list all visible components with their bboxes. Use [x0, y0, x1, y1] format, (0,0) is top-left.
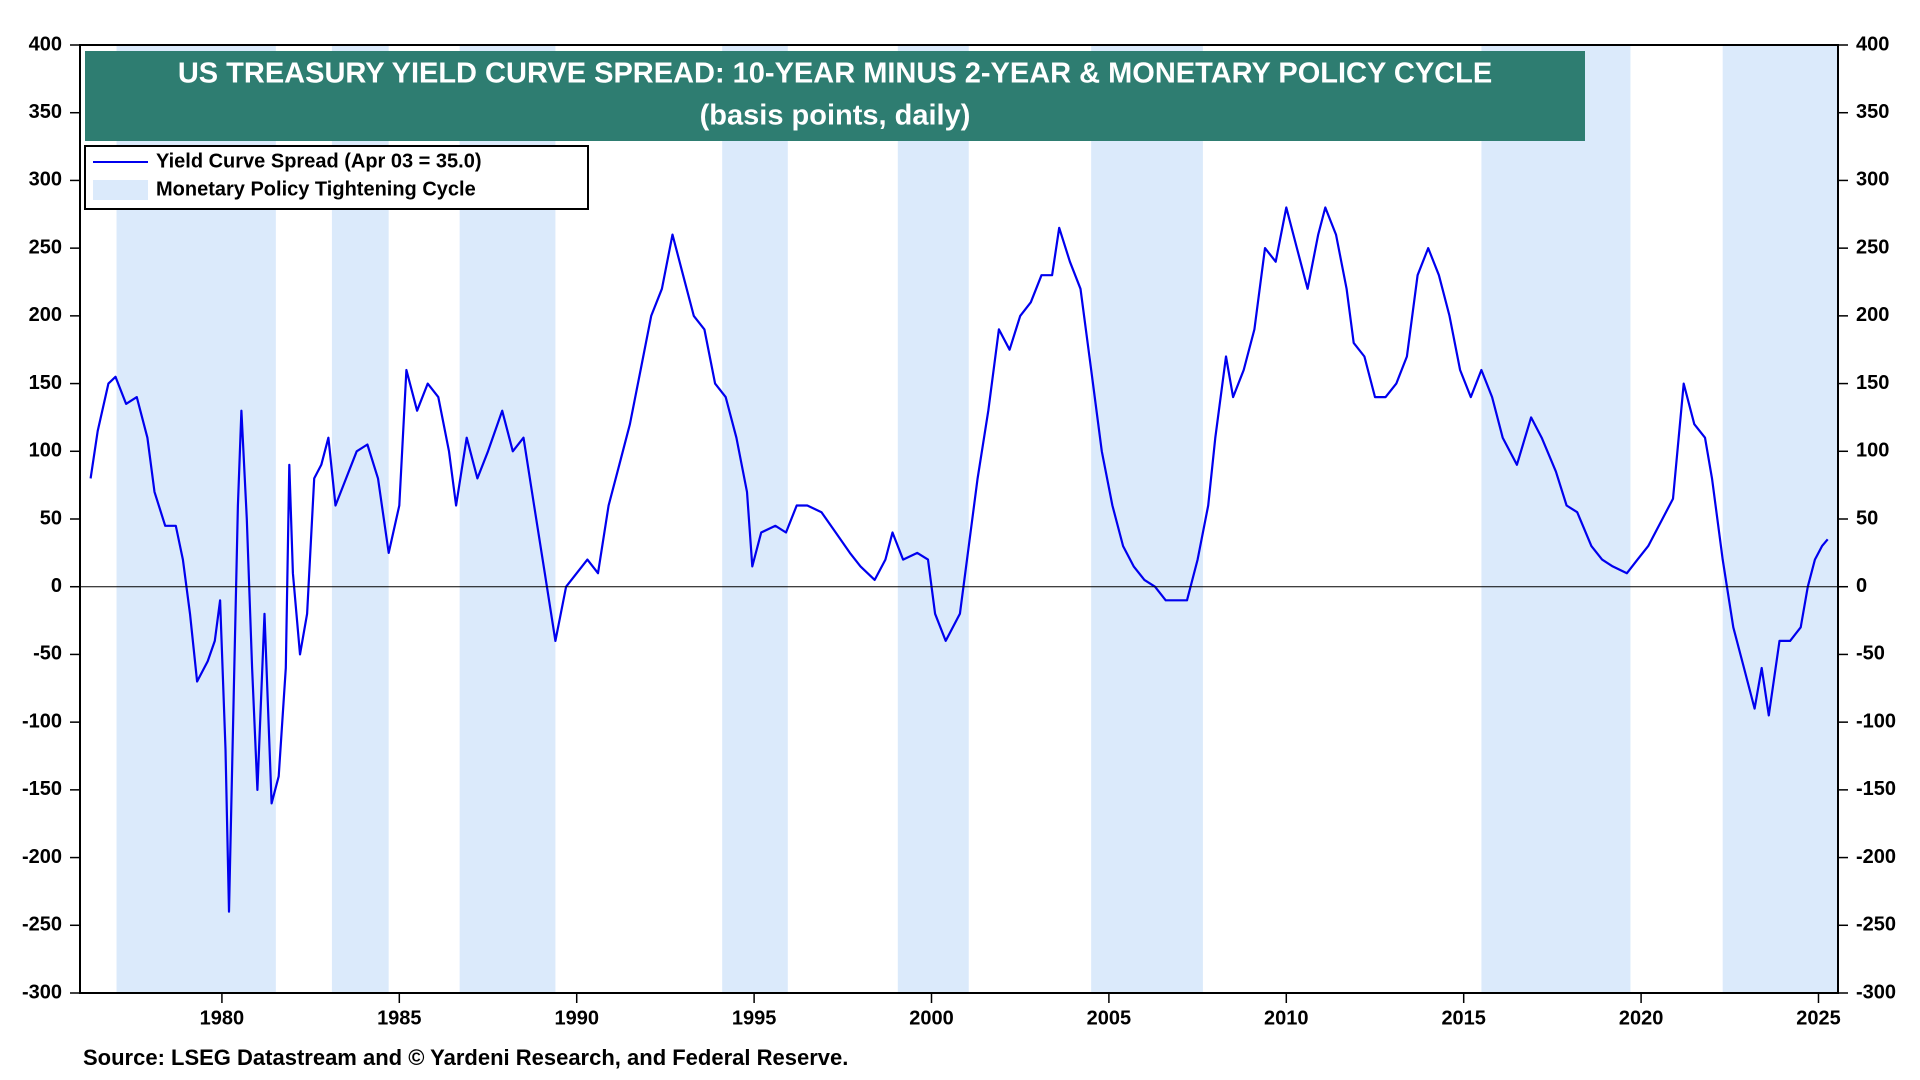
y2-tick-label: 250 — [1856, 236, 1889, 258]
y2-tick-label: -200 — [1856, 846, 1896, 868]
y2-tick-label: 300 — [1856, 169, 1889, 191]
y2-tick-label: -300 — [1856, 981, 1896, 1003]
chart-subtitle: (basis points, daily) — [700, 100, 971, 132]
x-tick-label: 2010 — [1264, 1007, 1309, 1029]
x-tick-label: 1990 — [554, 1007, 599, 1029]
x-tick-label: 1995 — [732, 1007, 777, 1029]
y2-tick-label: -50 — [1856, 643, 1885, 665]
legend-swatch — [93, 180, 148, 200]
y2-tick-label: 100 — [1856, 440, 1889, 462]
y-tick-label: -150 — [22, 778, 62, 800]
y-tick-label: -300 — [22, 981, 62, 1003]
y2-tick-label: -250 — [1856, 914, 1896, 936]
y2-tick-label: 50 — [1856, 507, 1878, 529]
spread-line — [89, 206, 1829, 913]
x-tick-label: 1985 — [377, 1007, 422, 1029]
y2-tick-label: -150 — [1856, 778, 1896, 800]
y2-tick-label: 200 — [1856, 304, 1889, 326]
y-tick-label: 200 — [29, 304, 62, 326]
legend-label: Yield Curve Spread (Apr 03 = 35.0) — [156, 150, 482, 172]
legend-box — [84, 145, 589, 210]
tightening-band — [722, 45, 788, 993]
x-tick-label: 2000 — [909, 1007, 954, 1029]
y-tick-label: 250 — [29, 236, 62, 258]
y-tick-label: 350 — [29, 101, 62, 123]
y-tick-label: 0 — [51, 575, 62, 597]
y-tick-label: -250 — [22, 914, 62, 936]
y-tick-label: 300 — [29, 169, 62, 191]
y2-tick-label: -100 — [1856, 710, 1896, 732]
tightening-band — [897, 45, 969, 993]
tightening-band — [1481, 45, 1631, 993]
y-tick-label: 400 — [29, 33, 62, 55]
chart-title: US TREASURY YIELD CURVE SPREAD: 10-YEAR … — [178, 58, 1492, 90]
title-box — [85, 51, 1585, 141]
y-tick-label: 100 — [29, 440, 62, 462]
y-tick-label: 50 — [40, 507, 62, 529]
y-tick-label: 150 — [29, 372, 62, 394]
y2-tick-label: 350 — [1856, 101, 1889, 123]
y-tick-label: -50 — [33, 643, 62, 665]
y-tick-label: -200 — [22, 846, 62, 868]
y2-tick-label: 0 — [1856, 575, 1867, 597]
x-tick-label: 1980 — [200, 1007, 245, 1029]
tightening-band — [1091, 45, 1203, 993]
legend: Yield Curve Spread (Apr 03 = 35.0) Moneta… — [84, 145, 589, 210]
legend-label: Monetary Policy Tightening Cycle — [156, 178, 476, 200]
source: Source: LSEG Datastream and © Yardeni Re… — [83, 1045, 848, 1070]
y2-tick-label: 150 — [1856, 372, 1889, 394]
y2-tick-label: 400 — [1856, 33, 1889, 55]
x-tick-label: 2025 — [1796, 1007, 1841, 1029]
x-tick-label: 2005 — [1087, 1007, 1132, 1029]
y-tick-label: -100 — [22, 710, 62, 732]
x-tick-label: 2015 — [1441, 1007, 1486, 1029]
plot-frame — [79, 44, 1839, 994]
tightening-band — [1722, 45, 1838, 993]
x-tick-label: 2020 — [1619, 1007, 1664, 1029]
